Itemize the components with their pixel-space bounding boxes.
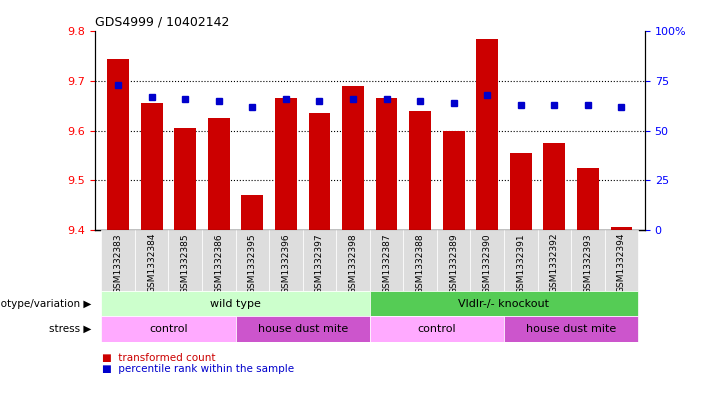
Bar: [370, 291, 638, 316]
Text: GDS4999 / 10402142: GDS4999 / 10402142: [95, 16, 229, 29]
Bar: [269, 230, 303, 291]
Text: GSM1332390: GSM1332390: [483, 233, 491, 294]
Bar: [577, 168, 599, 230]
Bar: [208, 118, 230, 230]
Bar: [202, 230, 236, 291]
Bar: [141, 103, 163, 230]
Bar: [370, 230, 403, 291]
Text: GSM1332393: GSM1332393: [583, 233, 592, 294]
Bar: [107, 59, 129, 230]
Bar: [443, 131, 465, 230]
Text: ■  percentile rank within the sample: ■ percentile rank within the sample: [102, 364, 294, 375]
Text: house dust mite: house dust mite: [257, 324, 348, 334]
Bar: [476, 39, 498, 230]
Text: GSM1332387: GSM1332387: [382, 233, 391, 294]
Text: ■  transformed count: ■ transformed count: [102, 353, 215, 363]
Text: GSM1332389: GSM1332389: [449, 233, 458, 294]
Text: GSM1332388: GSM1332388: [416, 233, 425, 294]
Bar: [275, 98, 297, 230]
Text: GSM1332384: GSM1332384: [147, 233, 156, 294]
Text: wild type: wild type: [210, 299, 261, 309]
Bar: [538, 230, 571, 291]
Bar: [342, 86, 364, 230]
Text: GSM1332395: GSM1332395: [248, 233, 257, 294]
Text: control: control: [418, 324, 456, 334]
Text: GSM1332386: GSM1332386: [215, 233, 224, 294]
Bar: [403, 230, 437, 291]
Bar: [236, 230, 269, 291]
Text: GSM1332396: GSM1332396: [281, 233, 290, 294]
Bar: [510, 153, 531, 230]
Bar: [504, 316, 638, 342]
Bar: [336, 230, 370, 291]
Bar: [504, 230, 538, 291]
Text: GSM1332385: GSM1332385: [181, 233, 190, 294]
Text: GSM1332397: GSM1332397: [315, 233, 324, 294]
Text: GSM1332394: GSM1332394: [617, 233, 626, 294]
Text: GSM1332398: GSM1332398: [348, 233, 358, 294]
Text: genotype/variation ▶: genotype/variation ▶: [0, 299, 91, 309]
Bar: [168, 230, 202, 291]
Bar: [175, 128, 196, 230]
Bar: [611, 228, 632, 230]
Bar: [370, 316, 504, 342]
Text: Vldlr-/- knockout: Vldlr-/- knockout: [458, 299, 550, 309]
Bar: [102, 316, 236, 342]
Text: house dust mite: house dust mite: [526, 324, 616, 334]
Bar: [571, 230, 605, 291]
Text: GSM1332383: GSM1332383: [114, 233, 123, 294]
Bar: [409, 111, 431, 230]
Bar: [308, 113, 330, 230]
Bar: [236, 316, 370, 342]
Bar: [102, 291, 370, 316]
Text: control: control: [149, 324, 188, 334]
Bar: [303, 230, 336, 291]
Text: GSM1332392: GSM1332392: [550, 233, 559, 294]
Text: stress ▶: stress ▶: [49, 324, 91, 334]
Bar: [102, 230, 135, 291]
Bar: [241, 195, 264, 230]
Bar: [605, 230, 638, 291]
Text: GSM1332391: GSM1332391: [516, 233, 525, 294]
Bar: [135, 230, 168, 291]
Bar: [437, 230, 470, 291]
Bar: [376, 98, 397, 230]
Bar: [543, 143, 565, 230]
Bar: [470, 230, 504, 291]
